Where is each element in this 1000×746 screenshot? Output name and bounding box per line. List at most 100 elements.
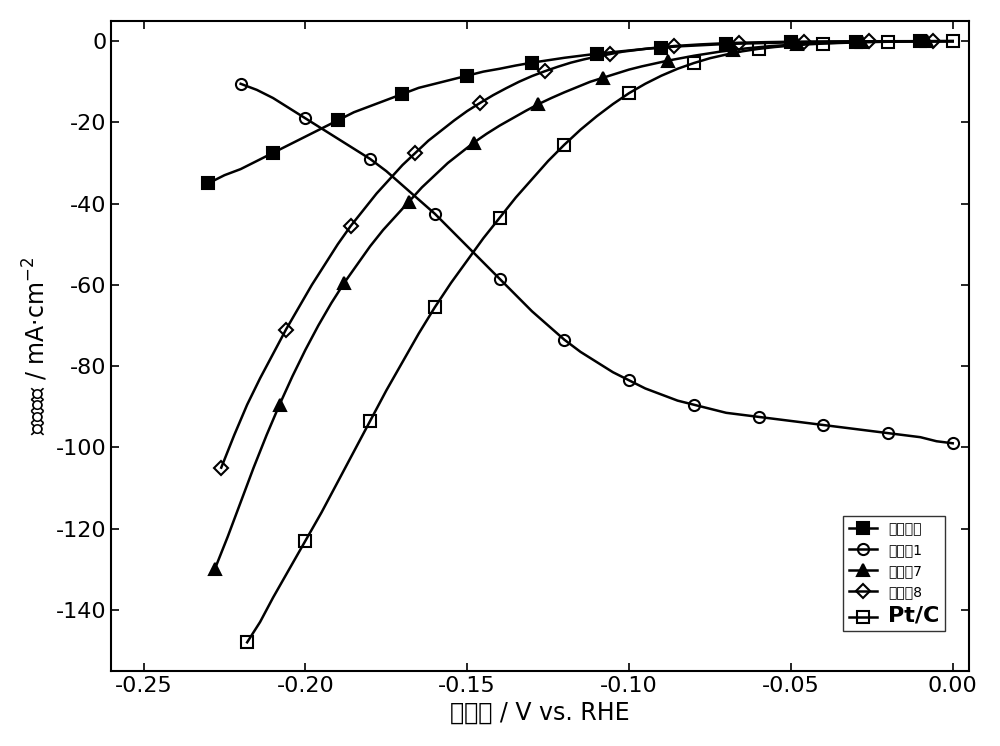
Pt/C — [510, 193, 522, 202]
Pt/C — [769, 43, 781, 51]
Pt/C — [607, 100, 619, 109]
Pt/C — [914, 37, 926, 46]
镁纳米片 — [575, 51, 587, 60]
对比样1 — [348, 144, 360, 153]
Y-axis label: 电流密度 / mA·cm$^{-2}$: 电流密度 / mA·cm$^{-2}$ — [21, 257, 50, 435]
Pt/C — [575, 125, 587, 134]
Pt/C — [283, 565, 295, 574]
镁纳米片 — [526, 58, 538, 67]
Pt/C — [833, 39, 845, 48]
镁纳米片 — [396, 90, 408, 98]
Pt/C — [672, 64, 684, 73]
Pt/C — [332, 477, 344, 486]
镁纳米片 — [931, 37, 943, 46]
对比样1 — [914, 433, 926, 442]
对比样1 — [850, 424, 862, 433]
镁纳米片 — [833, 37, 845, 46]
对比样1 — [283, 104, 295, 113]
镁纳米片 — [380, 95, 392, 104]
对比样8 — [759, 38, 771, 47]
对比样1 — [655, 390, 667, 399]
镁纳米片 — [801, 38, 813, 47]
镁纳米片 — [639, 44, 651, 53]
对比样1 — [882, 429, 894, 438]
Pt/C — [267, 593, 279, 602]
对比样1 — [753, 413, 765, 421]
Pt/C — [413, 329, 425, 338]
Pt/C — [380, 386, 392, 395]
镁纳米片 — [720, 40, 732, 48]
镁纳米片 — [688, 41, 700, 50]
对比样1 — [461, 242, 473, 251]
对比样7 — [209, 565, 221, 574]
对比样1 — [931, 436, 943, 445]
Line: 镁纳米片: 镁纳米片 — [203, 36, 958, 189]
镁纳米片 — [850, 37, 862, 46]
对比样8 — [707, 40, 719, 48]
Pt/C — [639, 79, 651, 88]
镁纳米片 — [348, 107, 360, 116]
镁纳米片 — [283, 140, 295, 149]
对比样1 — [526, 307, 538, 316]
Pt/C — [396, 357, 408, 366]
Pt/C — [882, 37, 894, 46]
对比样1 — [736, 410, 748, 419]
对比样1 — [817, 421, 829, 430]
对比样7 — [947, 37, 959, 46]
对比样1 — [332, 134, 344, 143]
镁纳米片 — [882, 37, 894, 46]
对比样1 — [316, 124, 328, 133]
Pt/C — [348, 447, 360, 456]
对比样1 — [396, 181, 408, 189]
对比样1 — [704, 404, 716, 413]
镁纳米片 — [445, 75, 457, 84]
对比样7 — [701, 49, 713, 58]
镁纳米片 — [461, 71, 473, 80]
镁纳米片 — [947, 37, 959, 46]
对比样1 — [639, 384, 651, 393]
对比样8 — [384, 175, 396, 184]
Pt/C — [785, 41, 797, 50]
对比样1 — [558, 335, 570, 344]
对比样1 — [429, 210, 441, 219]
Pt/C — [720, 50, 732, 59]
Pt/C — [494, 213, 506, 222]
镁纳米片 — [558, 53, 570, 62]
对比样1 — [494, 275, 506, 283]
对比样7 — [377, 225, 389, 234]
镁纳米片 — [364, 101, 376, 110]
对比样1 — [575, 348, 587, 357]
X-axis label: 过电位 / V vs. RHE: 过电位 / V vs. RHE — [450, 701, 630, 725]
Line: 对比样1: 对比样1 — [235, 78, 958, 449]
Pt/C — [445, 278, 457, 287]
镁纳米片 — [510, 61, 522, 70]
Pt/C — [704, 54, 716, 63]
Pt/C — [558, 140, 570, 149]
对比样1 — [866, 427, 878, 436]
Pt/C — [461, 256, 473, 265]
对比样8 — [396, 160, 408, 169]
Pt/C — [688, 59, 700, 68]
对比样1 — [898, 430, 910, 439]
Pt/C — [299, 536, 311, 545]
镁纳米片 — [218, 171, 230, 180]
对比样1 — [801, 419, 813, 427]
Pt/C — [850, 38, 862, 47]
对比样1 — [833, 422, 845, 431]
镁纳米片 — [914, 37, 926, 46]
对比样1 — [380, 166, 392, 175]
Pt/C — [655, 71, 667, 80]
镁纳米片 — [542, 56, 554, 65]
Pt/C — [623, 89, 635, 98]
对比样1 — [542, 321, 554, 330]
镁纳米片 — [267, 148, 279, 157]
Pt/C — [364, 416, 376, 425]
对比样1 — [477, 258, 489, 267]
对比样1 — [267, 93, 279, 102]
Line: 对比样8: 对比样8 — [216, 37, 958, 472]
镁纳米片 — [494, 64, 506, 73]
对比样7 — [390, 211, 402, 220]
Pt/C — [316, 508, 328, 517]
对比样1 — [445, 225, 457, 234]
Pt/C — [241, 638, 253, 647]
